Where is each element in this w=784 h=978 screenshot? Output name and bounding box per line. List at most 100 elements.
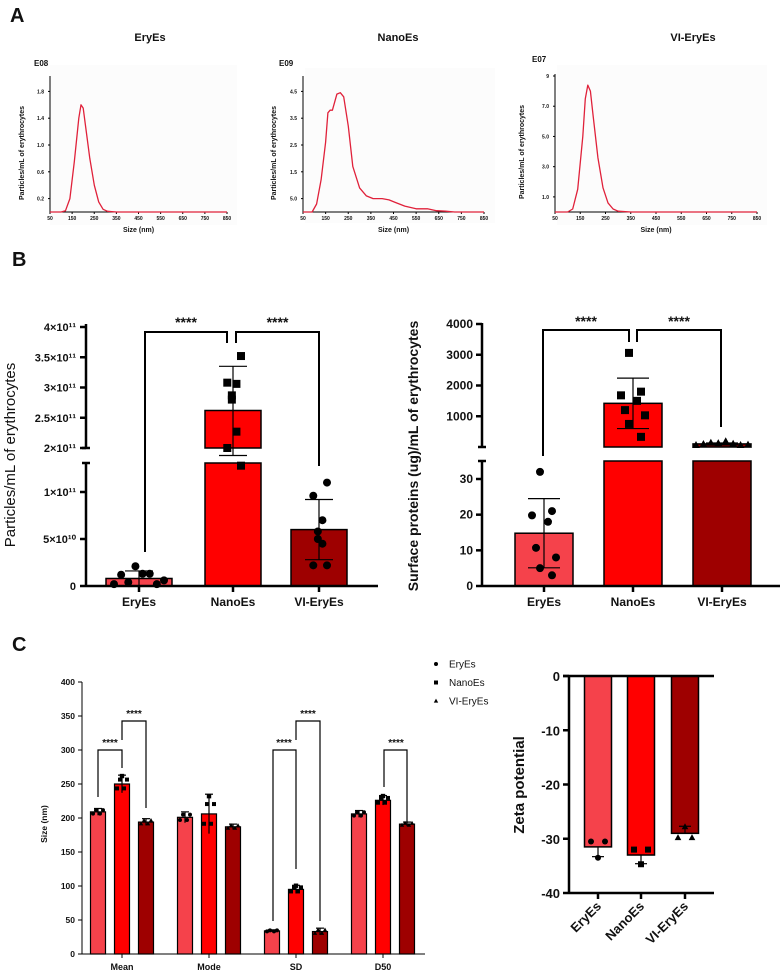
- legend-marker: [434, 662, 438, 666]
- x-tick-label: 250: [90, 216, 99, 222]
- plot-background: [50, 65, 237, 225]
- significance-bracket: [636, 329, 722, 427]
- data-point: [185, 818, 189, 823]
- y-tick-label: 3000: [446, 348, 473, 362]
- y-tick-label: 7.0: [542, 104, 549, 110]
- data-point: [721, 437, 730, 445]
- x-tick-label: 550: [412, 216, 421, 222]
- data-point: [625, 348, 633, 357]
- data-point: [692, 440, 700, 448]
- data-point: [101, 808, 105, 813]
- y-tick-label: 3.5×10¹¹: [35, 352, 77, 364]
- data-point: [293, 883, 299, 888]
- data-point: [272, 929, 276, 934]
- data-point: [228, 823, 234, 828]
- bar: [350, 813, 368, 955]
- data-point: [122, 786, 126, 791]
- legend-label: EryEs: [449, 660, 476, 671]
- data-point: [209, 821, 213, 826]
- y-tick-label: 10: [460, 543, 474, 557]
- bar: [89, 811, 107, 955]
- x-tick-label: 650: [702, 216, 711, 222]
- data-point: [631, 846, 637, 853]
- y-tick-label: 2.5×10¹¹: [35, 413, 77, 425]
- significance-bracket: [272, 749, 297, 921]
- data-point: [714, 439, 723, 447]
- y-tick-label: 300: [61, 745, 75, 755]
- data-point: [595, 854, 601, 861]
- data-point: [309, 561, 318, 570]
- data-point: [386, 795, 390, 800]
- bar-lower: [692, 460, 752, 587]
- data-point: [380, 793, 386, 799]
- significance-label: ****: [668, 313, 690, 329]
- data-point: [202, 821, 206, 826]
- data-point: [145, 569, 154, 578]
- data-point: [119, 773, 125, 779]
- data-point: [532, 543, 540, 552]
- panel-letter-a: A: [10, 5, 24, 27]
- x-tick-label: VI-EryEs: [294, 595, 344, 609]
- size-grouped-bar-chart: 0 50 100 150 200 250 300 350 400 Mean Mode SD D50 Siz…: [39, 660, 488, 973]
- y-tick-label: 400: [61, 677, 75, 687]
- data-point: [232, 427, 241, 436]
- x-tick-label: 550: [677, 216, 686, 222]
- data-point: [275, 928, 279, 933]
- data-point: [352, 813, 356, 818]
- data-point: [548, 571, 556, 580]
- x-tick-label: 850: [480, 216, 489, 222]
- data-point: [124, 578, 133, 587]
- data-point: [633, 396, 641, 405]
- y-axis-label: Particles/mL of erythrocytes: [271, 106, 278, 200]
- y-tick-label: 2×10¹¹: [44, 443, 76, 455]
- y-tick-label: 30: [460, 472, 474, 486]
- x-tick-label: D50: [375, 962, 392, 972]
- data-point: [91, 811, 95, 816]
- data-point: [205, 802, 209, 807]
- x-tick-label: 450: [652, 216, 661, 222]
- y-axis-label: Size (nm): [39, 805, 49, 843]
- bar: [224, 826, 242, 955]
- data-point: [323, 561, 331, 570]
- data-point: [544, 517, 552, 526]
- x-tick-label: 850: [223, 216, 232, 222]
- data-point: [225, 825, 231, 830]
- significance-bracket: [542, 329, 630, 456]
- x-axis-label: Size (nm): [123, 227, 154, 234]
- y-tick-label: -30: [541, 832, 560, 847]
- plot-background: [305, 68, 495, 223]
- data-point: [206, 793, 212, 799]
- y-tick-label: 0: [466, 579, 473, 593]
- y-tick-label: 1.0: [37, 143, 44, 149]
- y-tick-label: 1.5: [290, 170, 297, 176]
- data-point: [138, 569, 147, 578]
- x-tick-label: SD: [290, 962, 303, 972]
- data-point: [617, 391, 625, 400]
- data-point: [641, 411, 649, 420]
- data-point: [318, 539, 327, 548]
- x-tick-label: 450: [134, 216, 143, 222]
- significance-label: ****: [276, 738, 292, 749]
- y-tick-label: 200: [61, 813, 75, 823]
- bar: [583, 675, 613, 848]
- data-point: [237, 461, 245, 470]
- x-tick-label: EryEs: [567, 899, 604, 936]
- y-tick-label: -20: [541, 778, 560, 793]
- data-point: [235, 823, 241, 828]
- bar-lower: [603, 460, 663, 587]
- data-point: [160, 576, 168, 585]
- x-tick-label: 750: [201, 216, 210, 222]
- x-axis-label: Size (nm): [640, 227, 671, 234]
- y-tick-label: 2.5: [290, 143, 297, 149]
- data-point: [645, 846, 651, 853]
- data-point: [181, 812, 185, 817]
- y-tick-label: 1.0: [542, 195, 549, 201]
- bar: [398, 823, 416, 955]
- x-tick-label: 50: [47, 216, 53, 222]
- y-axis-label: Particles/mL of erythrocytes: [519, 105, 526, 199]
- x-tick-label: 550: [156, 216, 165, 222]
- y-tick-label: 1.4: [37, 116, 44, 122]
- y-tick-label: 50: [66, 915, 76, 925]
- data-point: [399, 822, 405, 827]
